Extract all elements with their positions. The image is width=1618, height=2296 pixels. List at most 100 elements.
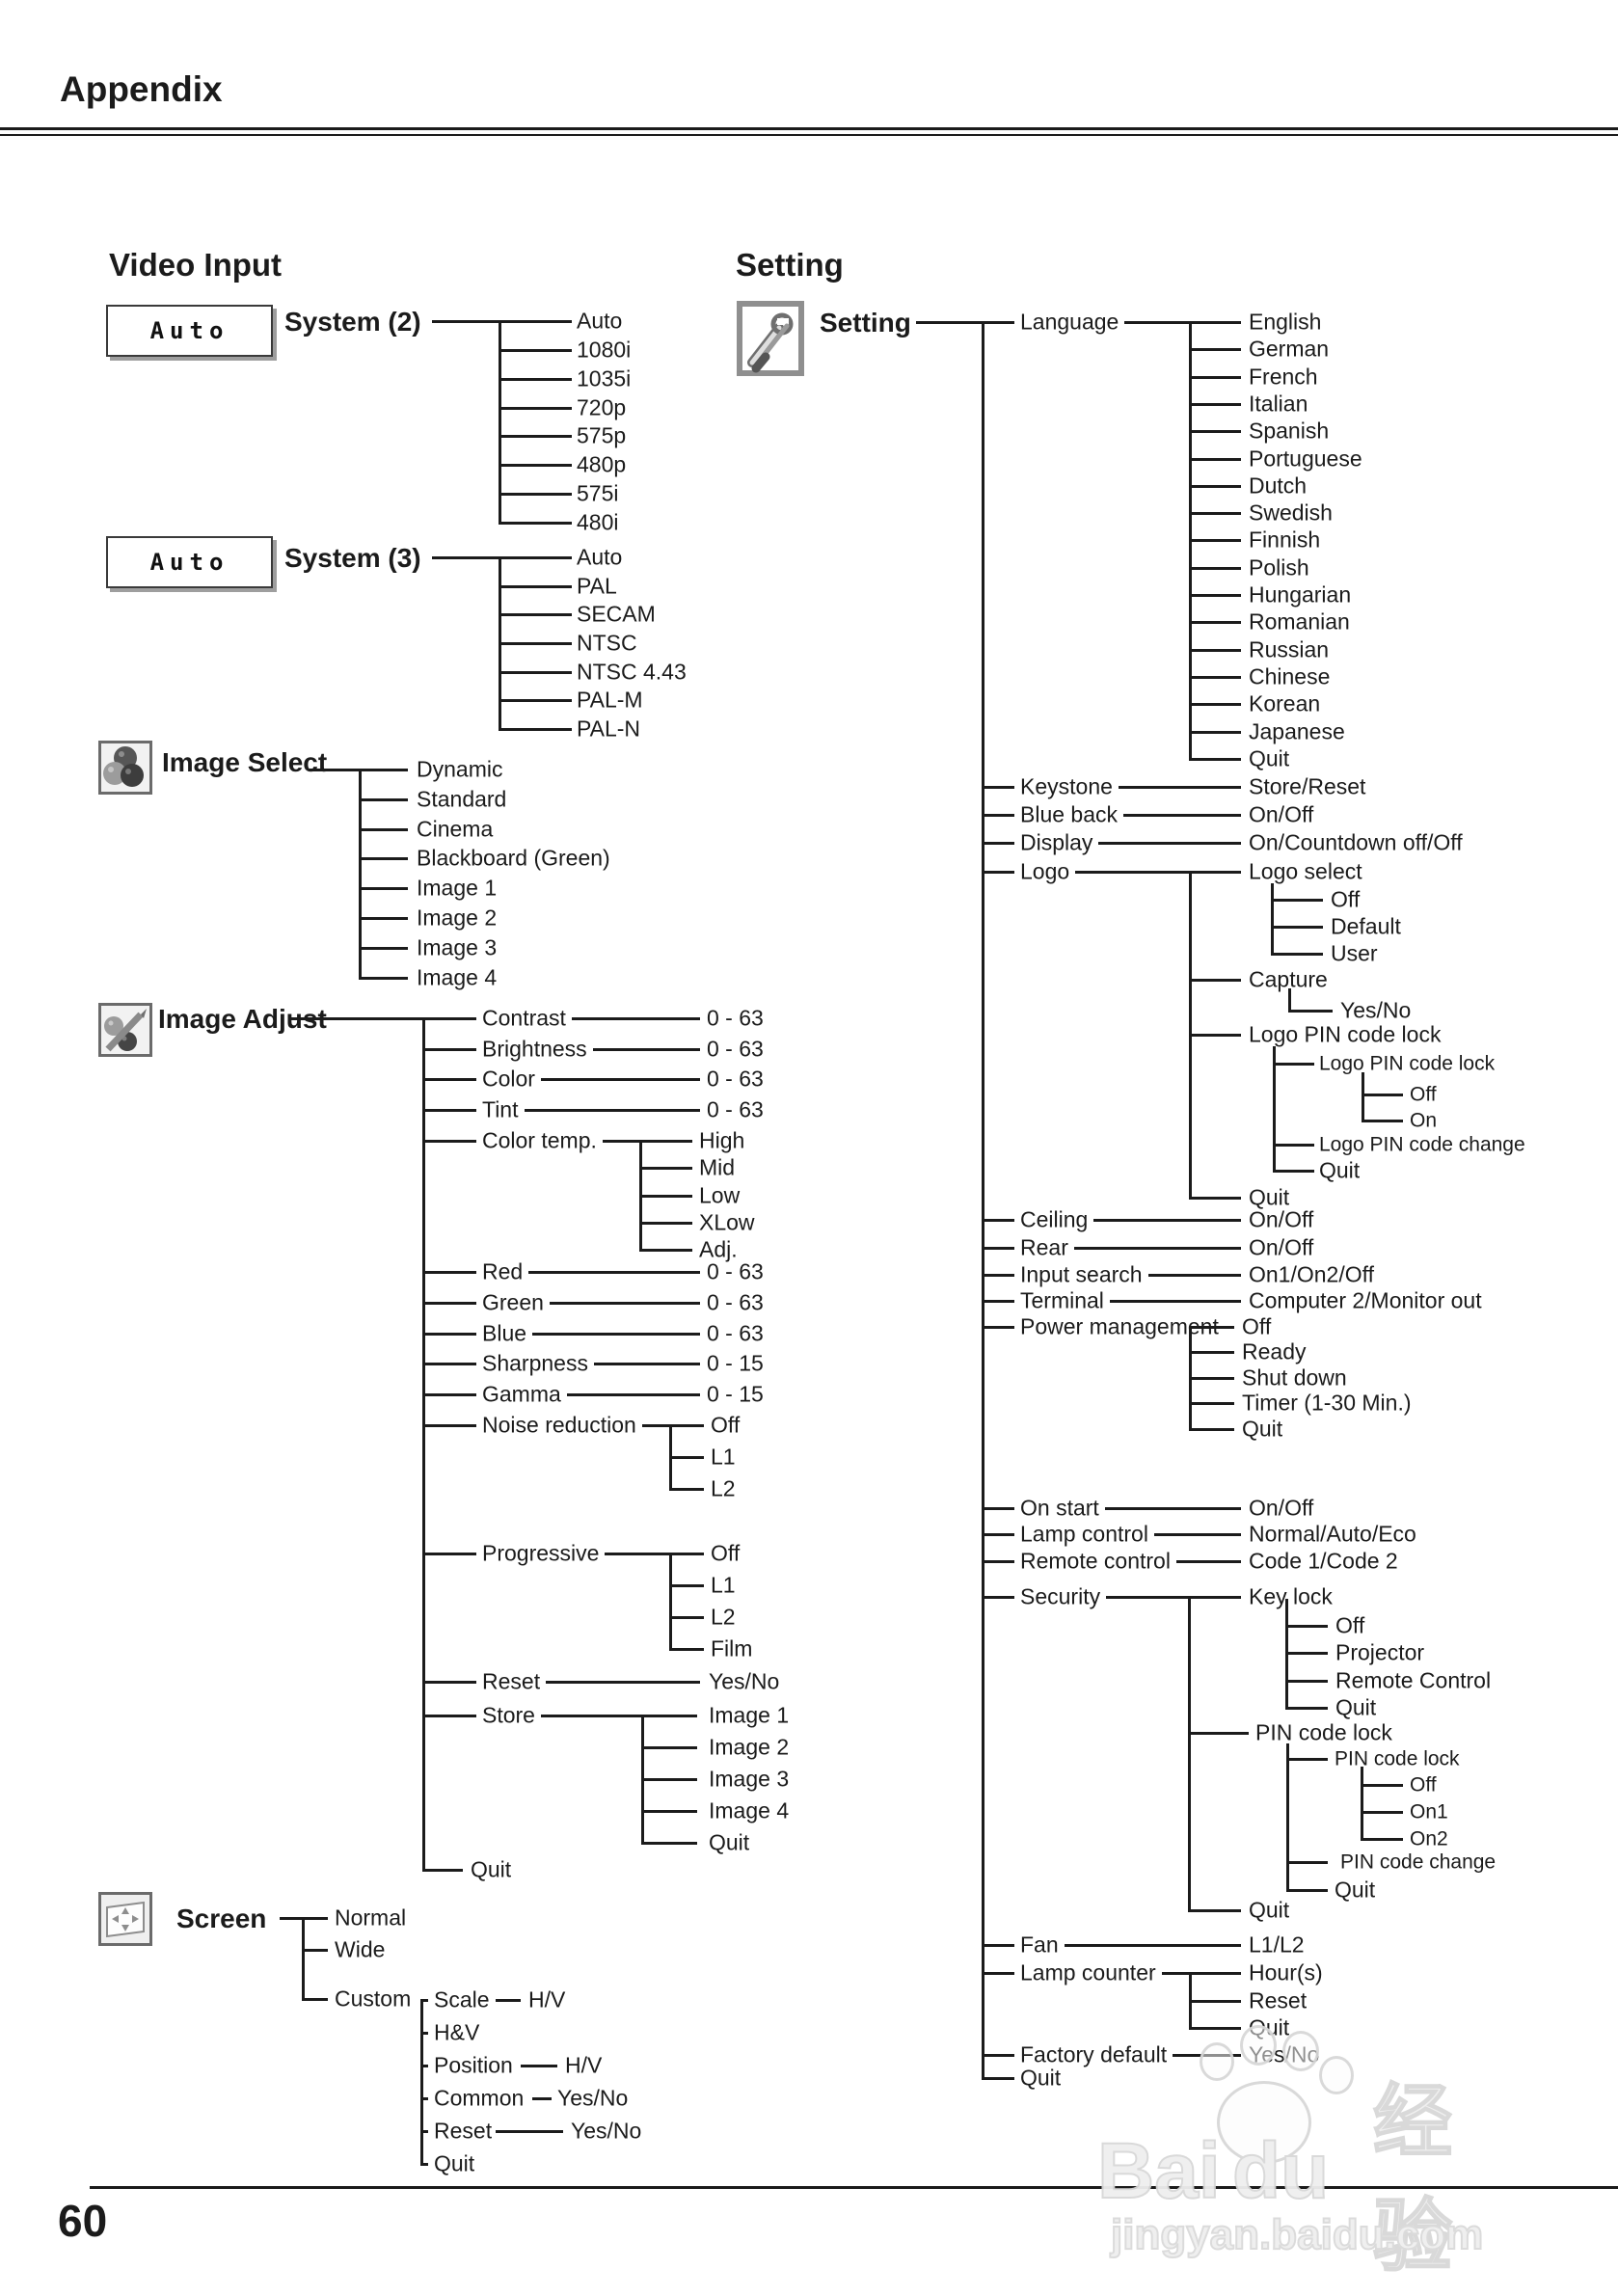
connector-line bbox=[499, 522, 572, 525]
lamp-counter-label: Lamp counter bbox=[1014, 1961, 1162, 1985]
custom-trunk bbox=[420, 1999, 423, 2166]
connector-line bbox=[1189, 1326, 1234, 1329]
image-select-options-item-5: Image 2 bbox=[417, 905, 498, 931]
connector-line bbox=[639, 1195, 692, 1198]
language-options-item-9: Polish bbox=[1249, 554, 1309, 581]
watermark-suffix: 经验 bbox=[1372, 2077, 1453, 2282]
connector-line bbox=[1189, 1351, 1234, 1354]
key-lock-options-item-0: Off bbox=[1335, 1612, 1365, 1638]
logo-pin-inner-options-item-0: Off bbox=[1410, 1083, 1437, 1106]
system2-value-box: Auto bbox=[106, 305, 273, 357]
connector-line bbox=[1288, 1010, 1333, 1013]
image-adjust-rows-a-label-1: Brightness bbox=[476, 1038, 593, 1061]
image-adjust-rows-b-label-4: Gamma bbox=[476, 1383, 567, 1406]
language-options-item-8: Finnish bbox=[1249, 527, 1321, 553]
pin-lock-trunk bbox=[1286, 1743, 1289, 1892]
system3-options-item-1: PAL bbox=[577, 573, 617, 599]
system2-options-item-5: 480p bbox=[577, 451, 627, 477]
rear-value: On/Off bbox=[1249, 1234, 1314, 1260]
connector-line bbox=[1362, 1072, 1364, 1122]
image-adjust-rows-a-value-0: 0 - 63 bbox=[707, 1005, 764, 1031]
lamp-counter-options-item-0: Hour(s) bbox=[1249, 1959, 1323, 1985]
image-adjust-label: Image Adjust bbox=[152, 1006, 333, 1033]
logo-pin-quit-label: Quit bbox=[1319, 1157, 1361, 1183]
remote-control-label: Remote control bbox=[1014, 1550, 1176, 1573]
connector-line bbox=[532, 2097, 552, 2100]
store-options-item-4: Quit bbox=[709, 1829, 750, 1855]
connector-line bbox=[641, 1746, 697, 1749]
connector-line bbox=[982, 1247, 1241, 1250]
connector-line bbox=[499, 728, 572, 731]
image-select-label: Image Select bbox=[156, 749, 334, 776]
remote-control-value: Code 1/Code 2 bbox=[1249, 1548, 1398, 1574]
lamp-control-value: Normal/Auto/Eco bbox=[1249, 1521, 1416, 1547]
connector-line bbox=[0, 134, 1618, 136]
key-lock-label: Key lock bbox=[1249, 1583, 1333, 1609]
video-input-title: Video Input bbox=[109, 247, 283, 283]
system2-options-item-3: 720p bbox=[577, 394, 627, 420]
connector-line bbox=[916, 321, 982, 324]
connector-line bbox=[499, 556, 572, 559]
connector-line bbox=[1189, 1197, 1241, 1200]
connector-line bbox=[1189, 758, 1241, 761]
image-adjust-rows-b-label-2: Blue bbox=[476, 1322, 533, 1345]
security-label: Security bbox=[1014, 1585, 1107, 1608]
logo-pin-inner-options-item-1: On bbox=[1410, 1109, 1438, 1132]
connector-line bbox=[420, 1999, 428, 2002]
keystone-label: Keystone bbox=[1014, 775, 1119, 798]
connector-line bbox=[499, 320, 572, 323]
connector-line bbox=[669, 1424, 704, 1427]
connector-line bbox=[422, 1302, 700, 1305]
connector-line bbox=[499, 464, 572, 467]
pin-change-label: PIN code change bbox=[1340, 1850, 1497, 1874]
connector-line bbox=[1361, 1767, 1363, 1841]
connector-line bbox=[289, 1017, 422, 1020]
image-adjust-rows-a-label-0: Contrast bbox=[476, 1007, 572, 1030]
connector-line bbox=[639, 1249, 692, 1252]
image-adjust-icon bbox=[98, 1003, 152, 1062]
setting-icon bbox=[737, 301, 804, 381]
connector-line bbox=[359, 977, 408, 980]
connector-line bbox=[1189, 512, 1241, 515]
logo-pin-change-label: Logo PIN code change bbox=[1319, 1133, 1525, 1156]
connector-line bbox=[432, 556, 499, 559]
custom-hv: H&V bbox=[434, 2019, 480, 2045]
connector-line bbox=[1362, 1094, 1403, 1096]
pin-quit-label: Quit bbox=[1335, 1877, 1376, 1903]
factory-default-label: Factory default bbox=[1014, 2043, 1173, 2066]
connector-line bbox=[1285, 1652, 1328, 1655]
lamp-control-label: Lamp control bbox=[1014, 1523, 1154, 1546]
connector-line bbox=[1189, 1402, 1234, 1405]
image-adjust-rows-a-value-3: 0 - 63 bbox=[707, 1096, 764, 1122]
logo-select-options-item-2: User bbox=[1331, 940, 1378, 966]
store-label: Store bbox=[476, 1704, 541, 1727]
image-select-options-item-2: Cinema bbox=[417, 816, 494, 842]
connector-line bbox=[359, 798, 408, 801]
connector-line bbox=[499, 493, 572, 496]
fan-value: L1/L2 bbox=[1249, 1931, 1305, 1958]
connector-line bbox=[422, 1078, 700, 1081]
language-options-item-4: Spanish bbox=[1249, 418, 1330, 444]
system3-options-item-5: PAL-M bbox=[577, 687, 643, 713]
security-trunk bbox=[1188, 1596, 1191, 1912]
connector-line bbox=[1273, 1170, 1314, 1173]
power-management-label: Power management bbox=[1014, 1315, 1225, 1338]
connector-line bbox=[1361, 1838, 1403, 1841]
watermark-du: du bbox=[1231, 2126, 1330, 2216]
image-select-options-item-1: Standard bbox=[417, 786, 507, 812]
connector-line bbox=[1189, 594, 1241, 597]
connector-line bbox=[982, 1300, 1241, 1303]
page-number: 60 bbox=[58, 2196, 108, 2246]
connector-line bbox=[1285, 1680, 1328, 1683]
power-management-options-item-1: Ready bbox=[1242, 1338, 1307, 1364]
connector-line bbox=[420, 2065, 428, 2067]
system3-label: System (3) bbox=[284, 543, 421, 573]
power-management-options-item-0: Off bbox=[1242, 1313, 1272, 1339]
power-management-options-item-4: Quit bbox=[1242, 1416, 1283, 1442]
connector-line bbox=[309, 769, 359, 771]
connector-line bbox=[359, 769, 408, 771]
capture-value: Yes/No bbox=[1340, 997, 1412, 1023]
language-options-item-5: Portuguese bbox=[1249, 446, 1362, 472]
image-adjust-trunk bbox=[422, 1017, 425, 1872]
